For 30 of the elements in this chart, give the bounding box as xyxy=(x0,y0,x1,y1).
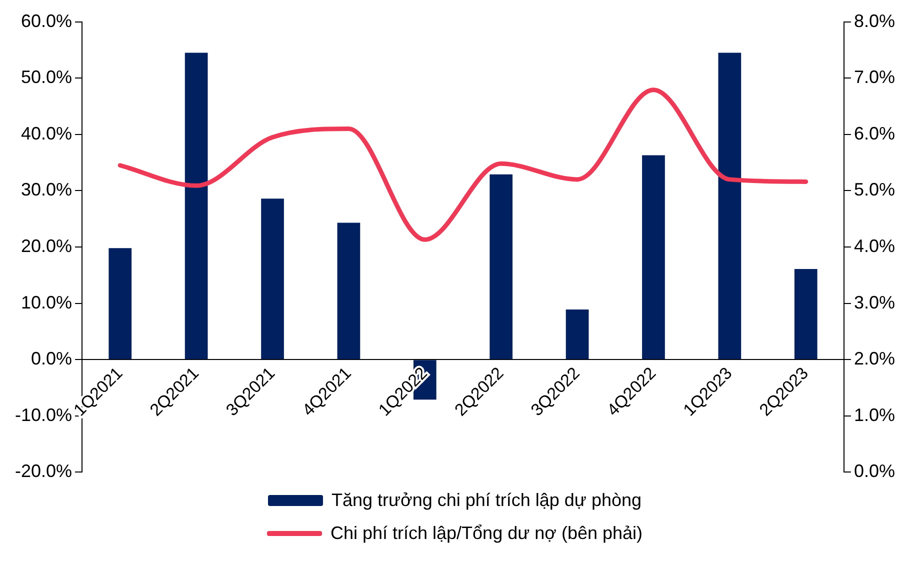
bar xyxy=(490,174,513,360)
legend-label: Tăng trưởng chi phí trích lập dự phòng xyxy=(331,490,642,511)
legend-label: Chi phí trích lập/Tổng dư nợ (bên phải) xyxy=(330,523,643,544)
y-tick-label: 20.0% xyxy=(20,236,72,256)
bar xyxy=(337,222,360,360)
y2-tick-label: 3.0% xyxy=(854,292,896,312)
bar xyxy=(718,52,742,360)
y2-tick-label: 0.0% xyxy=(854,461,896,482)
bar xyxy=(108,248,132,360)
y-tick-label: 40.0% xyxy=(20,123,72,144)
bar xyxy=(261,198,284,360)
y2-tick-label: 2.0% xyxy=(854,348,896,369)
y-tick-label: 10.0% xyxy=(20,292,72,312)
y-tick-label: 50.0% xyxy=(20,67,72,88)
y2-tick-label: 4.0% xyxy=(854,236,896,256)
y2-tick-label: 5.0% xyxy=(854,180,896,200)
bar xyxy=(794,268,818,360)
y-tick-label: 0.0% xyxy=(31,348,72,369)
y-tick-label: -20.0% xyxy=(14,461,72,482)
y2-tick-label: 1.0% xyxy=(854,404,896,425)
line-series xyxy=(118,88,808,242)
y2-tick-label: 7.0% xyxy=(854,67,896,88)
y-tick-label: 30.0% xyxy=(20,180,72,200)
y-tick-label: -10.0% xyxy=(14,404,72,425)
bar xyxy=(566,309,589,360)
bar xyxy=(184,52,208,360)
bar xyxy=(642,155,665,360)
y2-tick-label: 6.0% xyxy=(854,123,896,144)
y-tick-label: 60.0% xyxy=(20,10,72,31)
y2-tick-label: 8.0% xyxy=(854,10,896,31)
